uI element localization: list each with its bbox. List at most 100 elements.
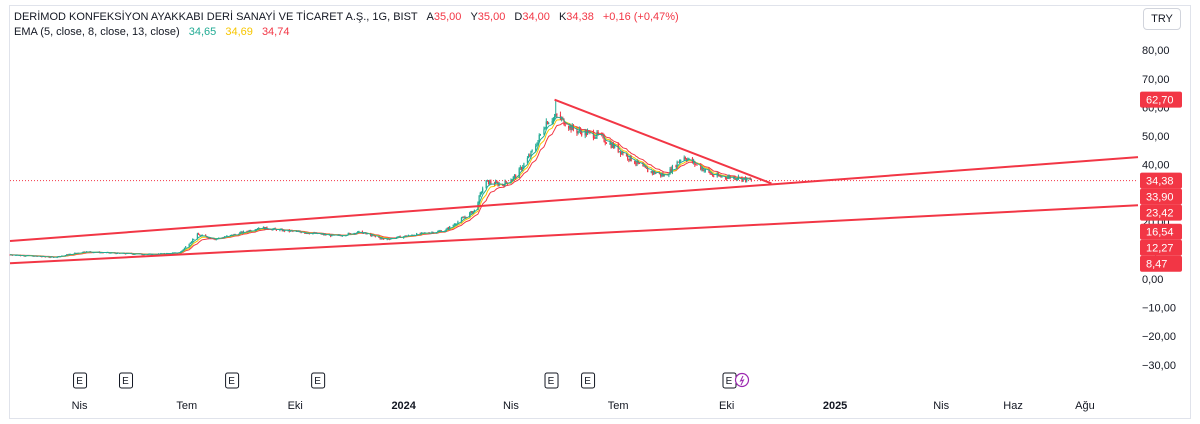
candle-body bbox=[246, 231, 248, 232]
candle-body bbox=[230, 234, 233, 236]
price-badge-label: 23,42 bbox=[1146, 208, 1174, 220]
candle-body bbox=[446, 227, 448, 230]
candle-body bbox=[454, 224, 457, 225]
candle-body bbox=[478, 195, 480, 203]
price-badge bbox=[1140, 204, 1182, 221]
candle-body bbox=[49, 257, 51, 259]
candle-body bbox=[604, 141, 606, 143]
candle-body bbox=[300, 232, 302, 234]
earnings-event-marker bbox=[544, 372, 559, 389]
candle-body bbox=[511, 179, 513, 181]
candle-body bbox=[41, 256, 43, 258]
candle-body bbox=[124, 253, 127, 255]
candle-body bbox=[472, 211, 474, 214]
candle-body bbox=[612, 143, 615, 148]
x-tick-label: Tem bbox=[176, 400, 197, 412]
candle-body bbox=[386, 238, 388, 240]
symbol-title[interactable]: DERİMOD KONFEKSİYON AYAKKABI DERİ SANAYİ… bbox=[14, 11, 418, 23]
candle-body bbox=[536, 144, 538, 146]
candle-body bbox=[201, 234, 203, 236]
candle-body bbox=[711, 174, 714, 176]
earnings-event-marker bbox=[311, 372, 326, 389]
candle-body bbox=[188, 243, 190, 247]
candle-body bbox=[688, 158, 690, 160]
close-value: 34,38 bbox=[566, 11, 594, 23]
candle-body bbox=[214, 239, 216, 241]
candle-body bbox=[638, 163, 641, 165]
candle-body bbox=[347, 233, 349, 236]
price-badge-label: 12,27 bbox=[1146, 243, 1174, 255]
candle-body bbox=[65, 254, 68, 256]
candle-body bbox=[185, 246, 187, 248]
chart-frame bbox=[9, 5, 1191, 419]
candle-body bbox=[453, 224, 455, 225]
candle-body bbox=[625, 154, 628, 156]
candle-body bbox=[397, 236, 399, 238]
candle-body bbox=[262, 227, 265, 229]
candle-body bbox=[642, 163, 644, 167]
earnings-event-label: E bbox=[548, 376, 555, 387]
candle-body bbox=[555, 113, 557, 117]
candle-body bbox=[115, 253, 117, 255]
candle-body bbox=[420, 232, 422, 234]
candle-body bbox=[341, 235, 343, 237]
candle-body bbox=[193, 238, 195, 240]
candle-body bbox=[629, 155, 631, 160]
candle-body bbox=[571, 125, 573, 131]
x-tick-label: Nis bbox=[72, 400, 88, 412]
candle-body bbox=[618, 151, 620, 153]
candle-body bbox=[651, 171, 653, 174]
candle-body bbox=[528, 155, 530, 158]
candle-body bbox=[658, 173, 661, 175]
y-tick-label: −30,00 bbox=[1142, 360, 1176, 372]
candle-body bbox=[671, 165, 674, 172]
low-label: D bbox=[514, 11, 523, 23]
candle-body bbox=[568, 126, 570, 129]
open-label: A bbox=[426, 11, 434, 23]
candle-body bbox=[398, 236, 400, 237]
candle-body bbox=[696, 164, 698, 166]
candle-body bbox=[643, 166, 645, 167]
y-tick-label: −20,00 bbox=[1142, 331, 1176, 343]
candle-body bbox=[383, 238, 385, 240]
candle-body bbox=[482, 188, 484, 193]
candle-body bbox=[595, 137, 597, 139]
ema-label[interactable]: EMA (5, close, 8, close, 13, close) bbox=[14, 26, 180, 38]
price-badge-label: 34,38 bbox=[1146, 176, 1174, 188]
ema-mid-value: 34,69 bbox=[225, 26, 253, 38]
candle-body bbox=[304, 233, 306, 234]
candle-body bbox=[404, 235, 406, 237]
candle-body bbox=[44, 256, 46, 258]
high-value: 35,00 bbox=[477, 11, 506, 23]
candle-body bbox=[645, 167, 648, 169]
candle-body bbox=[490, 181, 492, 184]
candle-body bbox=[545, 121, 547, 128]
candle-body bbox=[321, 233, 323, 235]
y-tick-label: 80,00 bbox=[1142, 45, 1170, 57]
currency-button[interactable]: TRY bbox=[1143, 8, 1181, 30]
x-tick-label: 2025 bbox=[823, 400, 847, 412]
candle-body bbox=[366, 233, 368, 235]
candle-body bbox=[241, 231, 243, 234]
candle-body bbox=[539, 134, 542, 136]
candle-body bbox=[561, 118, 563, 120]
ema-row: EMA (5, close, 8, close, 13, close) 34,6… bbox=[14, 25, 679, 40]
candle-body bbox=[546, 121, 549, 125]
candle-body bbox=[320, 233, 322, 235]
y-tick-label: 0,00 bbox=[1142, 274, 1163, 286]
candle-body bbox=[249, 230, 252, 232]
y-tick-label: 40,00 bbox=[1142, 160, 1170, 172]
candle-body bbox=[437, 231, 439, 233]
price-badge-label: 33,90 bbox=[1146, 192, 1174, 204]
candle-body bbox=[271, 229, 273, 231]
price-badge bbox=[1140, 172, 1182, 189]
candle-body bbox=[736, 178, 738, 180]
candle-body bbox=[465, 216, 467, 218]
candle-body bbox=[570, 125, 572, 131]
candle-body bbox=[647, 168, 649, 173]
candle-body bbox=[456, 223, 458, 225]
candle-body bbox=[694, 161, 696, 165]
candle-body bbox=[197, 233, 200, 235]
candle-body bbox=[480, 192, 483, 194]
